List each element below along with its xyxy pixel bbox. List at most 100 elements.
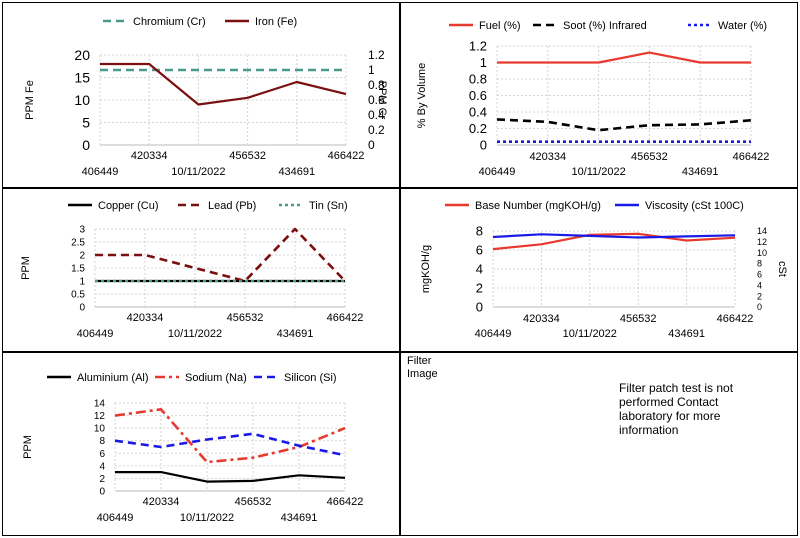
legend-label: Copper (Cu) [98,200,159,212]
y-tick-label: 14 [94,399,106,410]
y-tick-label: 5 [82,114,90,130]
y-tick-label: 0.2 [469,121,487,136]
y2-tick-label: 0 [757,302,762,312]
y2-tick-label: 2 [757,291,762,301]
y-tick-label: 6 [476,243,483,258]
y-axis-title: PPM [22,435,34,459]
y-axis-title: mgKOH/g [420,245,432,293]
y-axis-title: PPM [20,256,32,280]
y2-tick-label: 4 [757,280,762,290]
y2-axis-title: PPM Cr [376,81,388,120]
x-tick-label: 456532 [227,312,264,324]
x-tick-label: 406449 [82,166,119,178]
y2-tick-label: 0.2 [368,123,385,137]
panel-filter-image: Filter Image Filter patch test is not pe… [400,352,798,536]
y-tick-label: 1.2 [469,39,487,54]
series-line-1 [115,470,346,483]
y-tick-label: 0 [476,300,483,315]
y2-tick-label: 6 [757,270,762,280]
x-tick-label: 10/11/2022 [563,328,617,340]
y-tick-label: 4 [476,262,483,277]
y-tick-label: 3 [79,225,85,236]
y-tick-label: 6 [99,449,105,460]
x-tick-label: 434691 [682,166,719,178]
x-tick-label: 466422 [327,496,364,508]
panel-iron-chromium: 0 5 10 15 20 0 0.2 0.4 0.6 0.8 1 1.2 PPM Fe PPM Cr 406… [2,2,400,188]
y-tick-label: 0 [99,487,105,498]
y-tick-label: 10 [94,424,106,435]
x-tick-label: 456532 [620,313,657,325]
series-line-2 [100,62,347,106]
legend-label: Iron (Fe) [255,16,297,28]
y2-tick-label: 8 [757,259,762,269]
y-tick-label: 20 [74,47,90,63]
y-tick-label: 2 [79,251,85,262]
x-tick-label: 434691 [281,512,318,524]
y-tick-label: 0.4 [469,105,487,120]
x-tick-label: 406449 [475,328,512,340]
x-tick-label: 420334 [127,312,164,324]
y-tick-label: 2.5 [71,238,85,249]
legend-label: Chromium (Cr) [133,16,206,28]
x-tick-label: 406449 [479,166,516,178]
legend-label: Soot (%) Infrared [563,20,647,32]
y2-tick-label: 10 [757,248,767,258]
x-tick-label: 434691 [278,166,315,178]
x-tick-label: 420334 [143,496,180,508]
legend-label: Water (%) [718,20,767,32]
y-tick-label: 0 [82,137,90,153]
y-tick-label: 2 [476,281,483,296]
panel-copper-lead-tin: 0 0.5 1 1.5 2 2.5 3 PPM 406449 420334 10/11/2022 45… [2,188,400,352]
y-tick-label: 0.5 [71,290,85,301]
y-tick-label: 1 [79,277,85,288]
y2-tick-label: 0 [368,138,375,152]
x-tick-label: 10/11/2022 [571,166,625,178]
panel-aluminium-sodium-silicon: 0 2 4 6 8 10 12 14 PPM 406449 420334 10/11/2022 4565… [2,352,400,536]
y-tick-label: 2 [99,474,105,485]
y2-tick-label: 0.6 [368,93,385,107]
x-tick-label: 456532 [235,496,272,508]
y-tick-label: 8 [99,436,105,447]
legend-label: Fuel (%) [479,20,521,32]
panel-fuel-soot-water: 0 0.2 0.4 0.6 0.8 1 1.2 % By Volume 406449 420334… [400,2,798,188]
x-tick-label: 456532 [631,151,668,163]
x-tick-label: 406449 [77,328,114,340]
x-tick-label: 420334 [523,313,560,325]
legend-label: Base Number (mgKOH/g) [475,200,601,212]
y2-tick-label: 0.4 [368,108,385,122]
x-tick-label: 466422 [328,150,365,162]
y-tick-label: 0 [79,303,85,314]
y-tick-label: 4 [99,461,105,472]
y-tick-label: 8 [476,224,483,239]
x-tick-label: 10/11/2022 [171,166,225,178]
series-line-1 [497,51,751,64]
series-line-1 [492,232,736,251]
x-tick-label: 466422 [717,313,754,325]
x-tick-label: 466422 [733,151,770,163]
series-line-2 [95,227,346,283]
x-tick-label: 434691 [668,328,705,340]
legend-label: Silicon (Si) [284,372,337,384]
y-tick-label: 0.8 [469,72,487,87]
y2-tick-label: 14 [757,226,767,236]
y-axis-title: % By Volume [416,63,428,128]
y-tick-label: 10 [74,92,90,108]
legend-label: Tin (Sn) [309,200,348,212]
series-line-3 [114,432,346,457]
x-tick-label: 10/11/2022 [168,328,222,340]
chart-fuel-soot-water: 0 0.20.4 0.60.8 11.2 % By Volume 406449 420334… [416,20,770,178]
x-tick-label: 466422 [327,312,364,324]
filter-message: Filter patch test is not performed Conta… [619,381,734,437]
series-line-2 [114,407,346,464]
series-line-2 [496,118,752,132]
y-tick-label: 0.6 [469,88,487,103]
x-tick-label: 406449 [97,512,134,524]
y-tick-label: 0 [480,138,487,153]
y-axis-title: PPM Fe [24,80,36,120]
filter-image-label: Filter Image [407,355,438,381]
legend-label: Viscosity (cSt 100C) [645,200,744,212]
y2-tick-label: 12 [757,237,767,247]
panel-base-number-viscosity: 0 2 4 6 8 0 2 4 6 8 10 12 14 mgKOH/g cSt 406449 420334 10… [400,188,798,352]
